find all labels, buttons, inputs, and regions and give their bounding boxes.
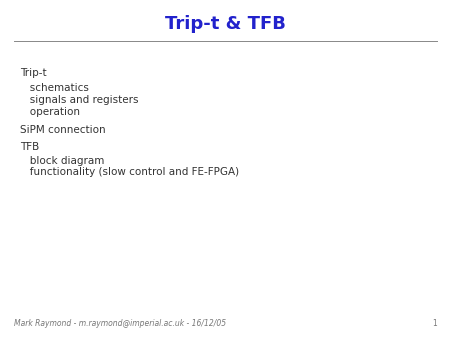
Text: block diagram: block diagram	[20, 155, 104, 166]
Text: schematics: schematics	[20, 83, 89, 93]
Text: Trip-t & TFB: Trip-t & TFB	[165, 15, 285, 33]
Text: TFB: TFB	[20, 142, 40, 152]
Text: signals and registers: signals and registers	[20, 95, 139, 105]
Text: Mark Raymond - m.raymond@imperial.ac.uk - 16/12/05: Mark Raymond - m.raymond@imperial.ac.uk …	[14, 319, 225, 328]
Text: operation: operation	[20, 106, 80, 117]
Text: 1: 1	[432, 319, 436, 328]
Text: SiPM connection: SiPM connection	[20, 125, 106, 135]
Text: Trip-t: Trip-t	[20, 68, 47, 78]
Text: functionality (slow control and FE-FPGA): functionality (slow control and FE-FPGA)	[20, 167, 239, 177]
